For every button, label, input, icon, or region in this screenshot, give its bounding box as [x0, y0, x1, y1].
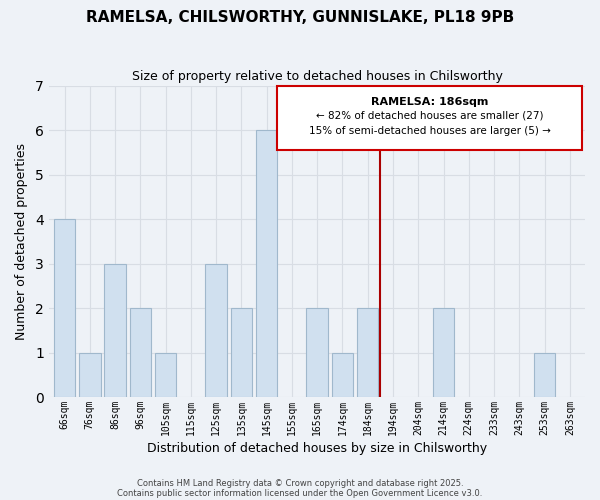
Bar [256, 130, 277, 397]
Bar [534, 352, 556, 397]
Text: RAMELSA, CHILSWORTHY, GUNNISLAKE, PL18 9PB: RAMELSA, CHILSWORTHY, GUNNISLAKE, PL18 9… [86, 10, 514, 25]
Bar [54, 219, 75, 397]
Bar [357, 308, 379, 397]
Y-axis label: Number of detached properties: Number of detached properties [15, 143, 28, 340]
Bar [130, 308, 151, 397]
Bar [332, 352, 353, 397]
Text: Contains HM Land Registry data © Crown copyright and database right 2025.: Contains HM Land Registry data © Crown c… [137, 478, 463, 488]
Bar [230, 308, 252, 397]
Bar [433, 308, 454, 397]
Text: Contains public sector information licensed under the Open Government Licence v3: Contains public sector information licen… [118, 488, 482, 498]
Bar [79, 352, 101, 397]
Title: Size of property relative to detached houses in Chilsworthy: Size of property relative to detached ho… [132, 70, 503, 83]
Bar [155, 352, 176, 397]
Bar [205, 264, 227, 397]
FancyBboxPatch shape [277, 86, 583, 150]
Text: RAMELSA: 186sqm: RAMELSA: 186sqm [371, 96, 488, 106]
Bar [307, 308, 328, 397]
Text: 15% of semi-detached houses are larger (5) →: 15% of semi-detached houses are larger (… [308, 126, 551, 136]
X-axis label: Distribution of detached houses by size in Chilsworthy: Distribution of detached houses by size … [147, 442, 487, 455]
Bar [104, 264, 126, 397]
Text: ← 82% of detached houses are smaller (27): ← 82% of detached houses are smaller (27… [316, 110, 544, 120]
